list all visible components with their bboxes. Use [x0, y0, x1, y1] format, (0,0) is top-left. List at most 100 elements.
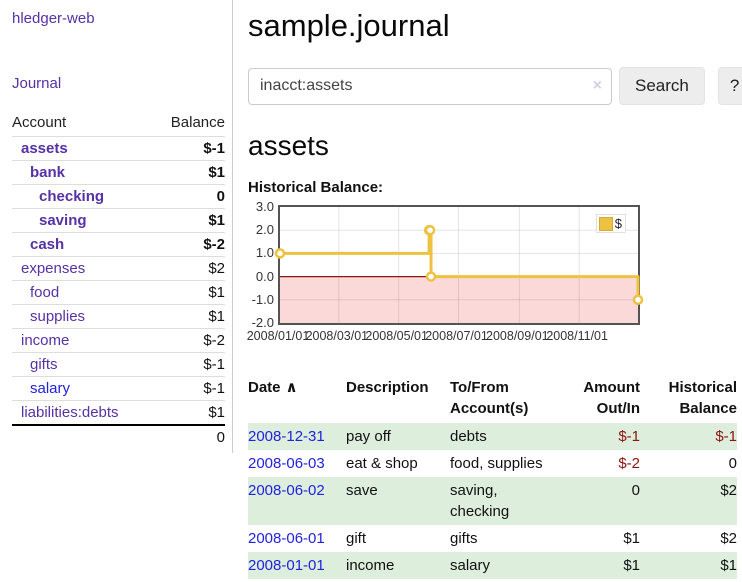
transaction-accounts: gifts: [450, 530, 478, 547]
account-heading: assets: [248, 130, 329, 161]
account-column-header: Account: [12, 114, 67, 131]
legend-swatch-icon: [598, 216, 613, 231]
transaction-balance: 0: [728, 455, 737, 472]
transaction-description: eat & shop: [346, 455, 418, 472]
transaction-amount: $-1: [618, 428, 640, 445]
transaction-balance: $2: [720, 530, 737, 547]
account-row: salary $-1: [12, 376, 225, 401]
transaction-amount: $-2: [618, 455, 640, 472]
account-link-saving[interactable]: saving: [39, 212, 87, 229]
transaction-balance: $2: [720, 482, 737, 499]
page-title: sample.journal: [248, 8, 450, 43]
x-tick-label: 2008/07/01: [425, 329, 488, 343]
transaction-description: gift: [346, 530, 367, 547]
data-point-marker[interactable]: [425, 271, 437, 282]
account-row: income $-2: [12, 328, 225, 353]
description-column-header: Description: [346, 379, 429, 396]
account-row: checking 0: [12, 184, 225, 209]
transaction-row: 2008-12-31 pay off debts $-1 $-1: [248, 423, 737, 450]
account-link-gifts[interactable]: gifts: [30, 356, 58, 373]
transaction-row: 2008-06-02 save saving, checking 0 $2: [248, 477, 737, 525]
search-button[interactable]: Search: [619, 67, 705, 105]
accounts-table: Account Balance assets $-1 bank $1 check…: [12, 111, 225, 449]
main-content: sample.journal × Search ? assets Histori…: [233, 0, 742, 582]
transaction-date-link[interactable]: 2008-12-31: [248, 428, 325, 445]
transaction-date-link[interactable]: 2008-01-01: [248, 557, 325, 574]
account-column-header: To/From Account(s): [450, 379, 529, 417]
account-row: expenses $2: [12, 256, 225, 281]
search-form: × Search ?: [248, 67, 742, 105]
accounts-total-value: 0: [153, 424, 225, 449]
date-column-header[interactable]: Date ∧: [248, 379, 298, 396]
account-link-cash[interactable]: cash: [30, 236, 65, 253]
chart-plot-area: $: [274, 205, 644, 325]
y-axis-labels: 3.0 2.0 1.0 0.0 -1.0 -2.0: [248, 199, 274, 330]
account-balance: $1: [153, 400, 225, 425]
transaction-amount: 0: [631, 482, 640, 499]
x-tick-label: 2008/05/01: [365, 329, 428, 343]
account-link-bank[interactable]: bank: [30, 164, 66, 181]
account-row: saving $1: [12, 208, 225, 233]
sort-ascending-icon: ∧: [285, 379, 298, 396]
y-tick-label: -1.0: [251, 291, 274, 307]
transaction-date-link[interactable]: 2008-06-03: [248, 455, 325, 472]
x-tick-label: 2008/11/01: [546, 329, 608, 343]
transaction-row: 2008-06-03 eat & shop food, supplies $-2…: [248, 450, 737, 477]
x-axis-labels: 2008/01/01 2008/03/01 2008/05/01 2008/07/01…: [246, 329, 728, 347]
account-balance: $1: [153, 280, 225, 305]
x-tick-label: 2008/09/01: [486, 329, 549, 343]
x-tick-label: 2008/03/01: [305, 329, 369, 343]
transaction-accounts: salary: [450, 557, 491, 574]
account-balance: $-1: [153, 352, 225, 377]
x-tick-label: 2008/01/01: [246, 329, 310, 343]
accounts-header-row: Account Balance: [12, 111, 225, 137]
account-link-assets[interactable]: assets: [21, 140, 68, 157]
account-balance: $2: [153, 256, 225, 281]
account-link-liabilities-debts[interactable]: liabilities:debts: [21, 404, 119, 421]
data-point-marker[interactable]: [274, 248, 286, 259]
chart-title: Historical Balance:: [248, 179, 384, 196]
account-row: cash $-2: [12, 232, 225, 257]
account-balance: $-1: [153, 376, 225, 401]
register-header-row: Date ∧ Description To/From Account(s) Amo…: [248, 375, 737, 423]
account-link-expenses[interactable]: expenses: [21, 260, 86, 277]
account-row: food $1: [12, 280, 225, 305]
data-point-marker[interactable]: [424, 224, 436, 236]
y-tick-label: 2.0: [255, 222, 274, 238]
transaction-date-link[interactable]: 2008-06-02: [248, 482, 325, 499]
transaction-description: income: [346, 557, 395, 574]
account-balance: $-2: [153, 328, 225, 353]
account-link-supplies[interactable]: supplies: [30, 308, 86, 325]
data-point-marker[interactable]: [632, 294, 644, 306]
y-tick-label: 1.0: [255, 245, 274, 261]
transaction-date-link[interactable]: 2008-06-01: [248, 530, 325, 547]
account-row: bank $1: [12, 160, 225, 185]
account-row: supplies $1: [12, 304, 225, 329]
account-link-checking[interactable]: checking: [39, 188, 105, 205]
historical-balance-chart: 3.0 2.0 1.0 0.0 -1.0 -2.0 $ 2008/01/01 2008/03…: [246, 199, 742, 350]
account-row: gifts $-1: [12, 352, 225, 377]
account-balance: $1: [153, 160, 225, 185]
help-button[interactable]: ?: [717, 67, 742, 105]
clear-search-icon[interactable]: ×: [592, 76, 602, 94]
search-input[interactable]: [248, 67, 612, 105]
transaction-balance: $-1: [715, 428, 737, 445]
legend-label: $: [614, 216, 622, 231]
account-row: liabilities:debts $1: [12, 400, 225, 425]
account-link-salary[interactable]: salary: [30, 380, 71, 397]
account-link-food[interactable]: food: [30, 284, 60, 301]
balance-column-header: Historical Balance: [668, 379, 737, 417]
transaction-amount: $1: [623, 530, 640, 547]
sidebar-item-journal[interactable]: Journal: [12, 75, 62, 92]
account-balance: 0: [153, 184, 225, 209]
account-link-income[interactable]: income: [21, 332, 70, 349]
amount-column-header: Amount Out/In: [583, 379, 640, 417]
account-balance: $-1: [153, 136, 225, 161]
search-box: ×: [248, 67, 612, 105]
transaction-accounts: debts: [450, 428, 487, 445]
app-title-link[interactable]: hledger-web: [12, 10, 95, 27]
transaction-description: save: [346, 482, 378, 499]
y-tick-label: -2.0: [251, 315, 274, 330]
transaction-row: 2008-06-01 gift gifts $1 $2: [248, 525, 737, 552]
chart-legend: $: [595, 214, 626, 233]
